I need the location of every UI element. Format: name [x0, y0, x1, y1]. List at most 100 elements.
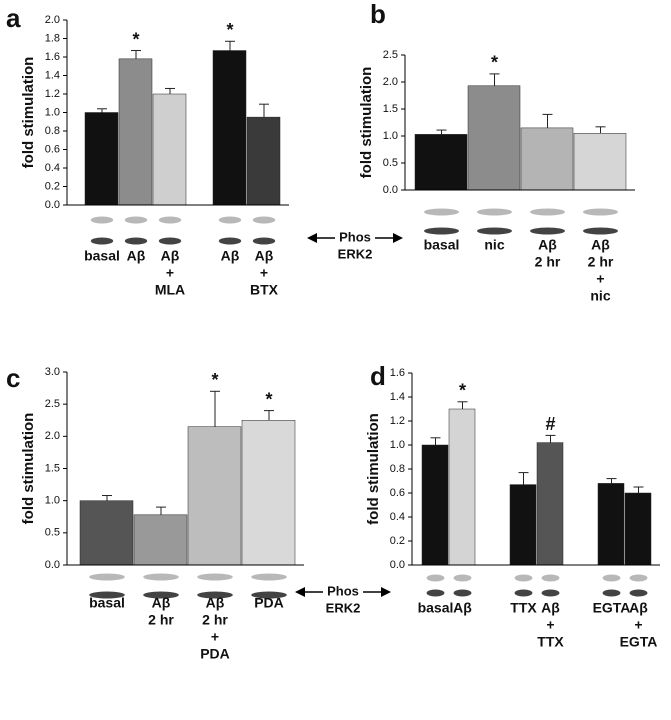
- category-label: +: [166, 265, 174, 281]
- y-tick-label: 1.6: [390, 367, 405, 379]
- blot-band: [158, 216, 182, 224]
- bar: [624, 492, 652, 566]
- y-tick-label: 0.5: [45, 527, 60, 539]
- category-label: basal: [418, 600, 454, 616]
- blot-label: Phos: [327, 583, 359, 598]
- y-tick-label: 0.0: [45, 559, 60, 571]
- arrow-head: [295, 587, 305, 597]
- category-label: nic: [590, 288, 610, 304]
- y-tick-label: 2.5: [45, 398, 60, 410]
- significance-marker: #: [545, 414, 555, 434]
- category-label: 2 hr: [202, 612, 228, 628]
- bar: [509, 484, 537, 566]
- y-tick-label: 1.4: [390, 391, 405, 403]
- category-label: Aβ: [206, 595, 225, 611]
- panel-letter: d: [370, 361, 386, 391]
- y-tick-label: 0.6: [390, 487, 405, 499]
- y-tick-label: 0.2: [45, 180, 60, 192]
- y-tick-label: 1.4: [45, 69, 60, 81]
- blot-band: [453, 589, 472, 597]
- category-label: TTX: [537, 634, 564, 650]
- blot-band: [124, 216, 148, 224]
- category-label: Aβ: [221, 248, 240, 264]
- category-label: BTX: [250, 282, 279, 298]
- significance-marker: *: [211, 370, 218, 390]
- blot-band: [424, 227, 459, 235]
- blot-band: [530, 227, 565, 235]
- blot-band: [158, 237, 182, 245]
- category-label: basal: [84, 248, 120, 264]
- bar: [212, 50, 247, 206]
- blot-band: [424, 208, 459, 216]
- blot-band: [90, 237, 114, 245]
- blot-band: [602, 589, 621, 597]
- y-tick-label: 2.0: [45, 430, 60, 442]
- y-tick-label: 1.0: [45, 106, 60, 118]
- y-tick-label: 1.8: [45, 32, 60, 44]
- blot-band: [602, 574, 621, 582]
- bar: [152, 93, 187, 206]
- blot-band: [252, 237, 276, 245]
- arrow-head: [393, 233, 403, 243]
- y-tick-label: 1.2: [390, 415, 405, 427]
- y-tick-label: 2.0: [383, 76, 398, 88]
- blot-band: [89, 591, 125, 599]
- y-tick-label: 1.0: [45, 495, 60, 507]
- blot-band: [629, 589, 648, 597]
- category-label: +: [211, 629, 219, 645]
- bar: [133, 514, 188, 566]
- bar: [414, 134, 468, 191]
- bar: [84, 112, 119, 206]
- category-label: Aβ: [161, 248, 180, 264]
- category-label: basal: [424, 237, 460, 253]
- panel-letter: c: [6, 363, 20, 393]
- blot-band: [252, 216, 276, 224]
- y-axis-label: fold stimulation: [20, 57, 37, 169]
- category-label: +: [546, 617, 554, 633]
- y-tick-label: 0.0: [45, 199, 60, 211]
- category-label: +: [260, 265, 268, 281]
- bar: [597, 483, 625, 566]
- bar: [520, 127, 574, 191]
- y-tick-label: 2.0: [45, 14, 60, 26]
- bar: [118, 58, 153, 206]
- blot-band: [426, 574, 445, 582]
- blot-band: [583, 208, 618, 216]
- y-tick-label: 0.4: [390, 511, 405, 523]
- y-tick-label: 3.0: [45, 366, 60, 378]
- blot-band: [90, 216, 114, 224]
- y-axis-label: fold stimulation: [358, 67, 375, 179]
- y-tick-label: 1.2: [45, 88, 60, 100]
- y-axis-label: fold stimulation: [20, 413, 37, 525]
- category-label: Aβ: [127, 248, 146, 264]
- bar: [187, 426, 242, 566]
- y-tick-label: 1.0: [383, 130, 398, 142]
- arrow-head: [381, 587, 391, 597]
- bar: [536, 442, 564, 566]
- significance-marker: *: [265, 389, 272, 409]
- category-label: basal: [89, 595, 125, 611]
- bar: [246, 116, 281, 206]
- category-label: Aβ: [453, 600, 472, 616]
- bar: [448, 408, 476, 566]
- blot-band: [197, 573, 233, 581]
- category-label: Aβ: [541, 600, 560, 616]
- category-label: Aβ: [152, 595, 171, 611]
- bar: [79, 500, 134, 566]
- blot-band: [541, 574, 560, 582]
- blot-band: [251, 591, 287, 599]
- y-tick-label: 0.6: [45, 143, 60, 155]
- y-tick-label: 1.0: [390, 439, 405, 451]
- blot-band: [629, 574, 648, 582]
- y-tick-label: 0.2: [390, 535, 405, 547]
- y-tick-label: 0.4: [45, 162, 60, 174]
- category-label: Aβ: [538, 237, 557, 253]
- significance-marker: *: [226, 20, 233, 40]
- category-label: Aβ: [591, 237, 610, 253]
- y-tick-label: 0.8: [390, 463, 405, 475]
- blot-band: [477, 208, 512, 216]
- blot-band: [143, 591, 179, 599]
- significance-marker: *: [491, 53, 498, 73]
- y-axis-label: fold stimulation: [365, 413, 382, 525]
